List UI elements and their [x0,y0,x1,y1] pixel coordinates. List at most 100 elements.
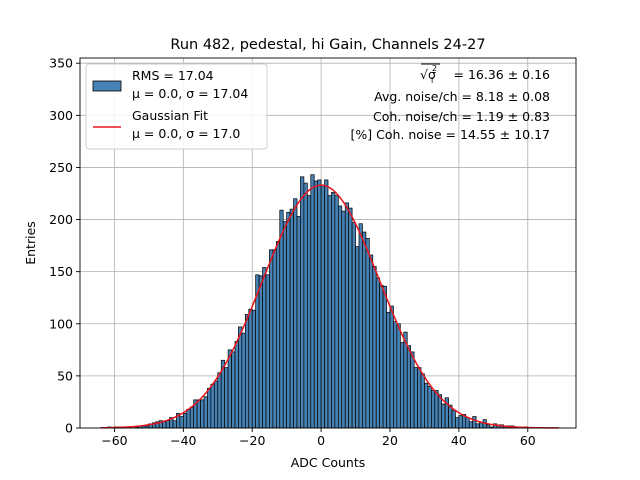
histogram-bar [413,367,418,429]
annotation-coh-noise-percent: [%] Coh. noise = 14.55 ± 10.17 [350,127,550,142]
y-tick-label: 200 [49,212,73,227]
legend-box [85,63,268,150]
histogram-bar [403,331,408,429]
histogram-bar [213,380,219,429]
histogram-bar [399,342,405,429]
x-tick-label: −60 [101,433,127,448]
y-tick-label: 50 [57,368,73,383]
histogram-bar [303,182,308,429]
histogram-bars [107,174,529,429]
y-tick-label: 350 [49,56,73,71]
histogram-bar [289,208,294,429]
histogram-bar [334,195,339,429]
histogram-bar [238,326,243,429]
histogram-bar [327,195,332,429]
x-tick-label: 60 [520,433,536,448]
histogram-bar [337,205,343,429]
histogram-bar [410,351,415,429]
histogram-bar [386,311,391,429]
histogram-bar [424,382,429,429]
histogram-bar [475,423,480,429]
histogram-bar [331,192,336,429]
histogram-bar [368,254,374,429]
histogram-bar [465,417,470,429]
x-tick-label: 20 [382,433,398,448]
annotation-sigma-sup: 2 [432,64,437,73]
histogram-bar [182,413,188,429]
histogram-bar [241,332,246,429]
x-tick-label: −20 [239,433,265,448]
histogram-bar [451,409,456,429]
histogram-bar [430,390,436,429]
annotation-sigma-symbol: √σ [420,67,436,82]
histogram-bar [486,424,491,429]
histogram-bar [344,202,350,429]
histogram-bar [272,249,277,429]
histogram-bar [437,394,443,429]
histogram-bar [275,241,281,429]
annotation-coh-noise: Coh. noise/ch = 1.19 ± 0.83 [373,109,550,124]
y-tick-label: 150 [49,264,73,279]
histogram-bar [251,309,257,429]
histogram-bar [310,174,315,429]
histogram-bar [393,321,398,429]
histogram-bar [375,277,381,429]
histogram-bar [210,383,215,429]
histogram-bar [382,285,387,429]
histogram-bar [258,275,263,429]
histogram-bar [262,267,267,429]
histogram-bar [434,390,439,429]
histogram-bar [355,246,360,429]
histogram-bar [362,231,367,429]
histogram-bar [317,179,322,429]
histogram-bar [265,274,270,429]
histogram-bar [217,372,222,429]
histogram-bar [479,422,484,429]
histogram-bar [324,179,329,429]
histogram-bar [234,341,239,429]
histogram-bar [296,216,301,429]
x-axis-ticks: −60 −40 −20 0 20 40 60 [101,428,536,448]
histogram-bar [351,222,356,429]
histogram-bar [293,198,298,429]
histogram-bar [227,349,232,429]
histogram-bar [200,399,205,429]
histogram-bar [365,237,370,429]
x-tick-label: 40 [451,433,467,448]
histogram-bar [231,351,236,429]
annotation-sigma-value: = 16.36 ± 0.16 [454,67,551,82]
histogram-bar [427,385,432,429]
histogram-bar [165,420,170,429]
histogram-bar [406,345,412,429]
legend-swatch-histogram [92,80,122,92]
histogram-bar [269,249,274,429]
histogram-bar [224,367,229,429]
x-tick-label: −40 [170,433,196,448]
noise-annotations: √σ 2 i = 16.36 ± 0.16 Avg. noise/ch = 8.… [350,63,551,142]
histogram-bar [420,373,425,429]
histogram-bar [203,396,208,429]
histogram-bar [372,266,377,429]
y-axis-label: Entries [23,221,38,265]
histogram-bar [189,406,195,429]
gaussian-fit-curve [100,184,559,429]
histogram-bar [417,367,422,429]
histogram-bar [396,323,401,429]
y-axis-ticks: 0 50 100 150 200 250 300 350 [49,56,80,436]
y-tick-label: 0 [65,421,73,436]
histogram-bar [306,195,312,429]
annotation-sigma-sub: i [431,76,433,85]
histogram-bar [172,420,177,429]
histogram-bar [320,184,325,429]
histogram-bar [282,221,288,429]
legend-label-histogram: RMS = 17.04 [132,68,214,83]
histogram-bar [186,408,191,429]
x-axis-label: ADC Counts [291,455,366,470]
histogram-bar [455,417,460,429]
histogram-bar [341,210,346,429]
histogram-bar [244,314,250,429]
histogram-bar [458,415,463,429]
histogram-bar [179,416,184,429]
plot-frame [79,57,577,429]
